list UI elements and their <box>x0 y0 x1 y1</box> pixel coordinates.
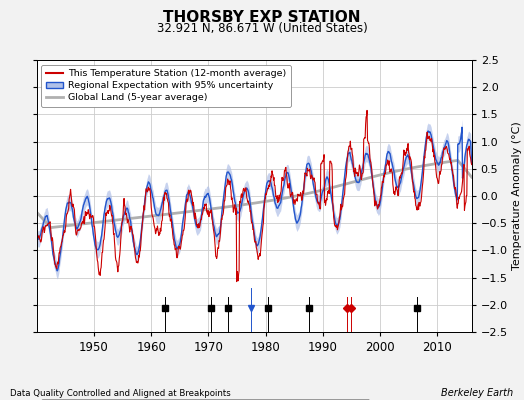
Y-axis label: Temperature Anomaly (°C): Temperature Anomaly (°C) <box>512 122 522 270</box>
Text: Data Quality Controlled and Aligned at Breakpoints: Data Quality Controlled and Aligned at B… <box>10 389 231 398</box>
Text: Berkeley Earth: Berkeley Earth <box>441 388 514 398</box>
Text: 32.921 N, 86.671 W (United States): 32.921 N, 86.671 W (United States) <box>157 22 367 35</box>
Text: THORSBY EXP STATION: THORSBY EXP STATION <box>163 10 361 25</box>
Legend: Station Move, Record Gap, Time of Obs. Change, Empirical Break: Station Move, Record Gap, Time of Obs. C… <box>41 399 369 400</box>
